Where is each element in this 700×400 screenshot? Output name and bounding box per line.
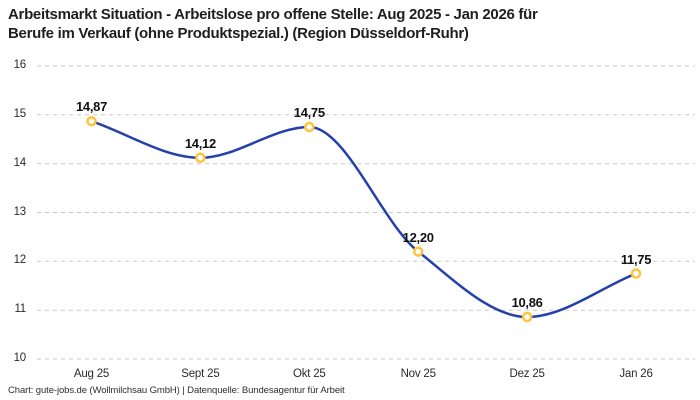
y-axis-label: 15 [13,107,27,120]
point-marker [86,115,97,127]
x-axis-label: Jan 26 [619,368,653,380]
point-marker [630,268,642,279]
chart-title-line-1: Arbeitsmarkt Situation - Arbeitslose pro… [8,6,538,23]
x-axis-label: Sept 25 [181,368,220,380]
y-axis-label: 16 [13,59,27,71]
y-axis-label: 10 [13,352,27,364]
y-axis-label: 13 [13,205,27,218]
point-value-label: 11,75 [620,251,652,267]
point-marker [521,311,533,323]
x-axis-label: Dez 25 [509,368,545,380]
y-axis-label: 11 [14,303,26,316]
point-value-label: 14,12 [184,135,216,151]
point-value-label: 14,75 [293,105,325,121]
chart-title: Arbeitsmarkt Situation - Arbeitslose pro… [8,5,696,43]
point-marker [195,152,206,164]
x-axis-label: Aug 25 [73,368,110,380]
point-marker [412,246,424,257]
x-axis-label: Okt 25 [292,368,326,380]
x-axis-label: Nov 25 [400,368,436,380]
point-value-label: 14,87 [75,99,108,115]
point-value-label: 10,86 [511,295,543,310]
point-value-label: 12,20 [402,229,434,245]
point-marker [304,121,315,133]
y-axis-label: 12 [13,254,27,267]
chart-credit: Chart: gute-jobs.de (Wollmilchsau GmbH) … [8,385,345,396]
chart-title-line-2: Berufe im Verkauf (ohne Produktspezial.)… [8,25,469,42]
y-axis-label: 14 [13,156,27,169]
